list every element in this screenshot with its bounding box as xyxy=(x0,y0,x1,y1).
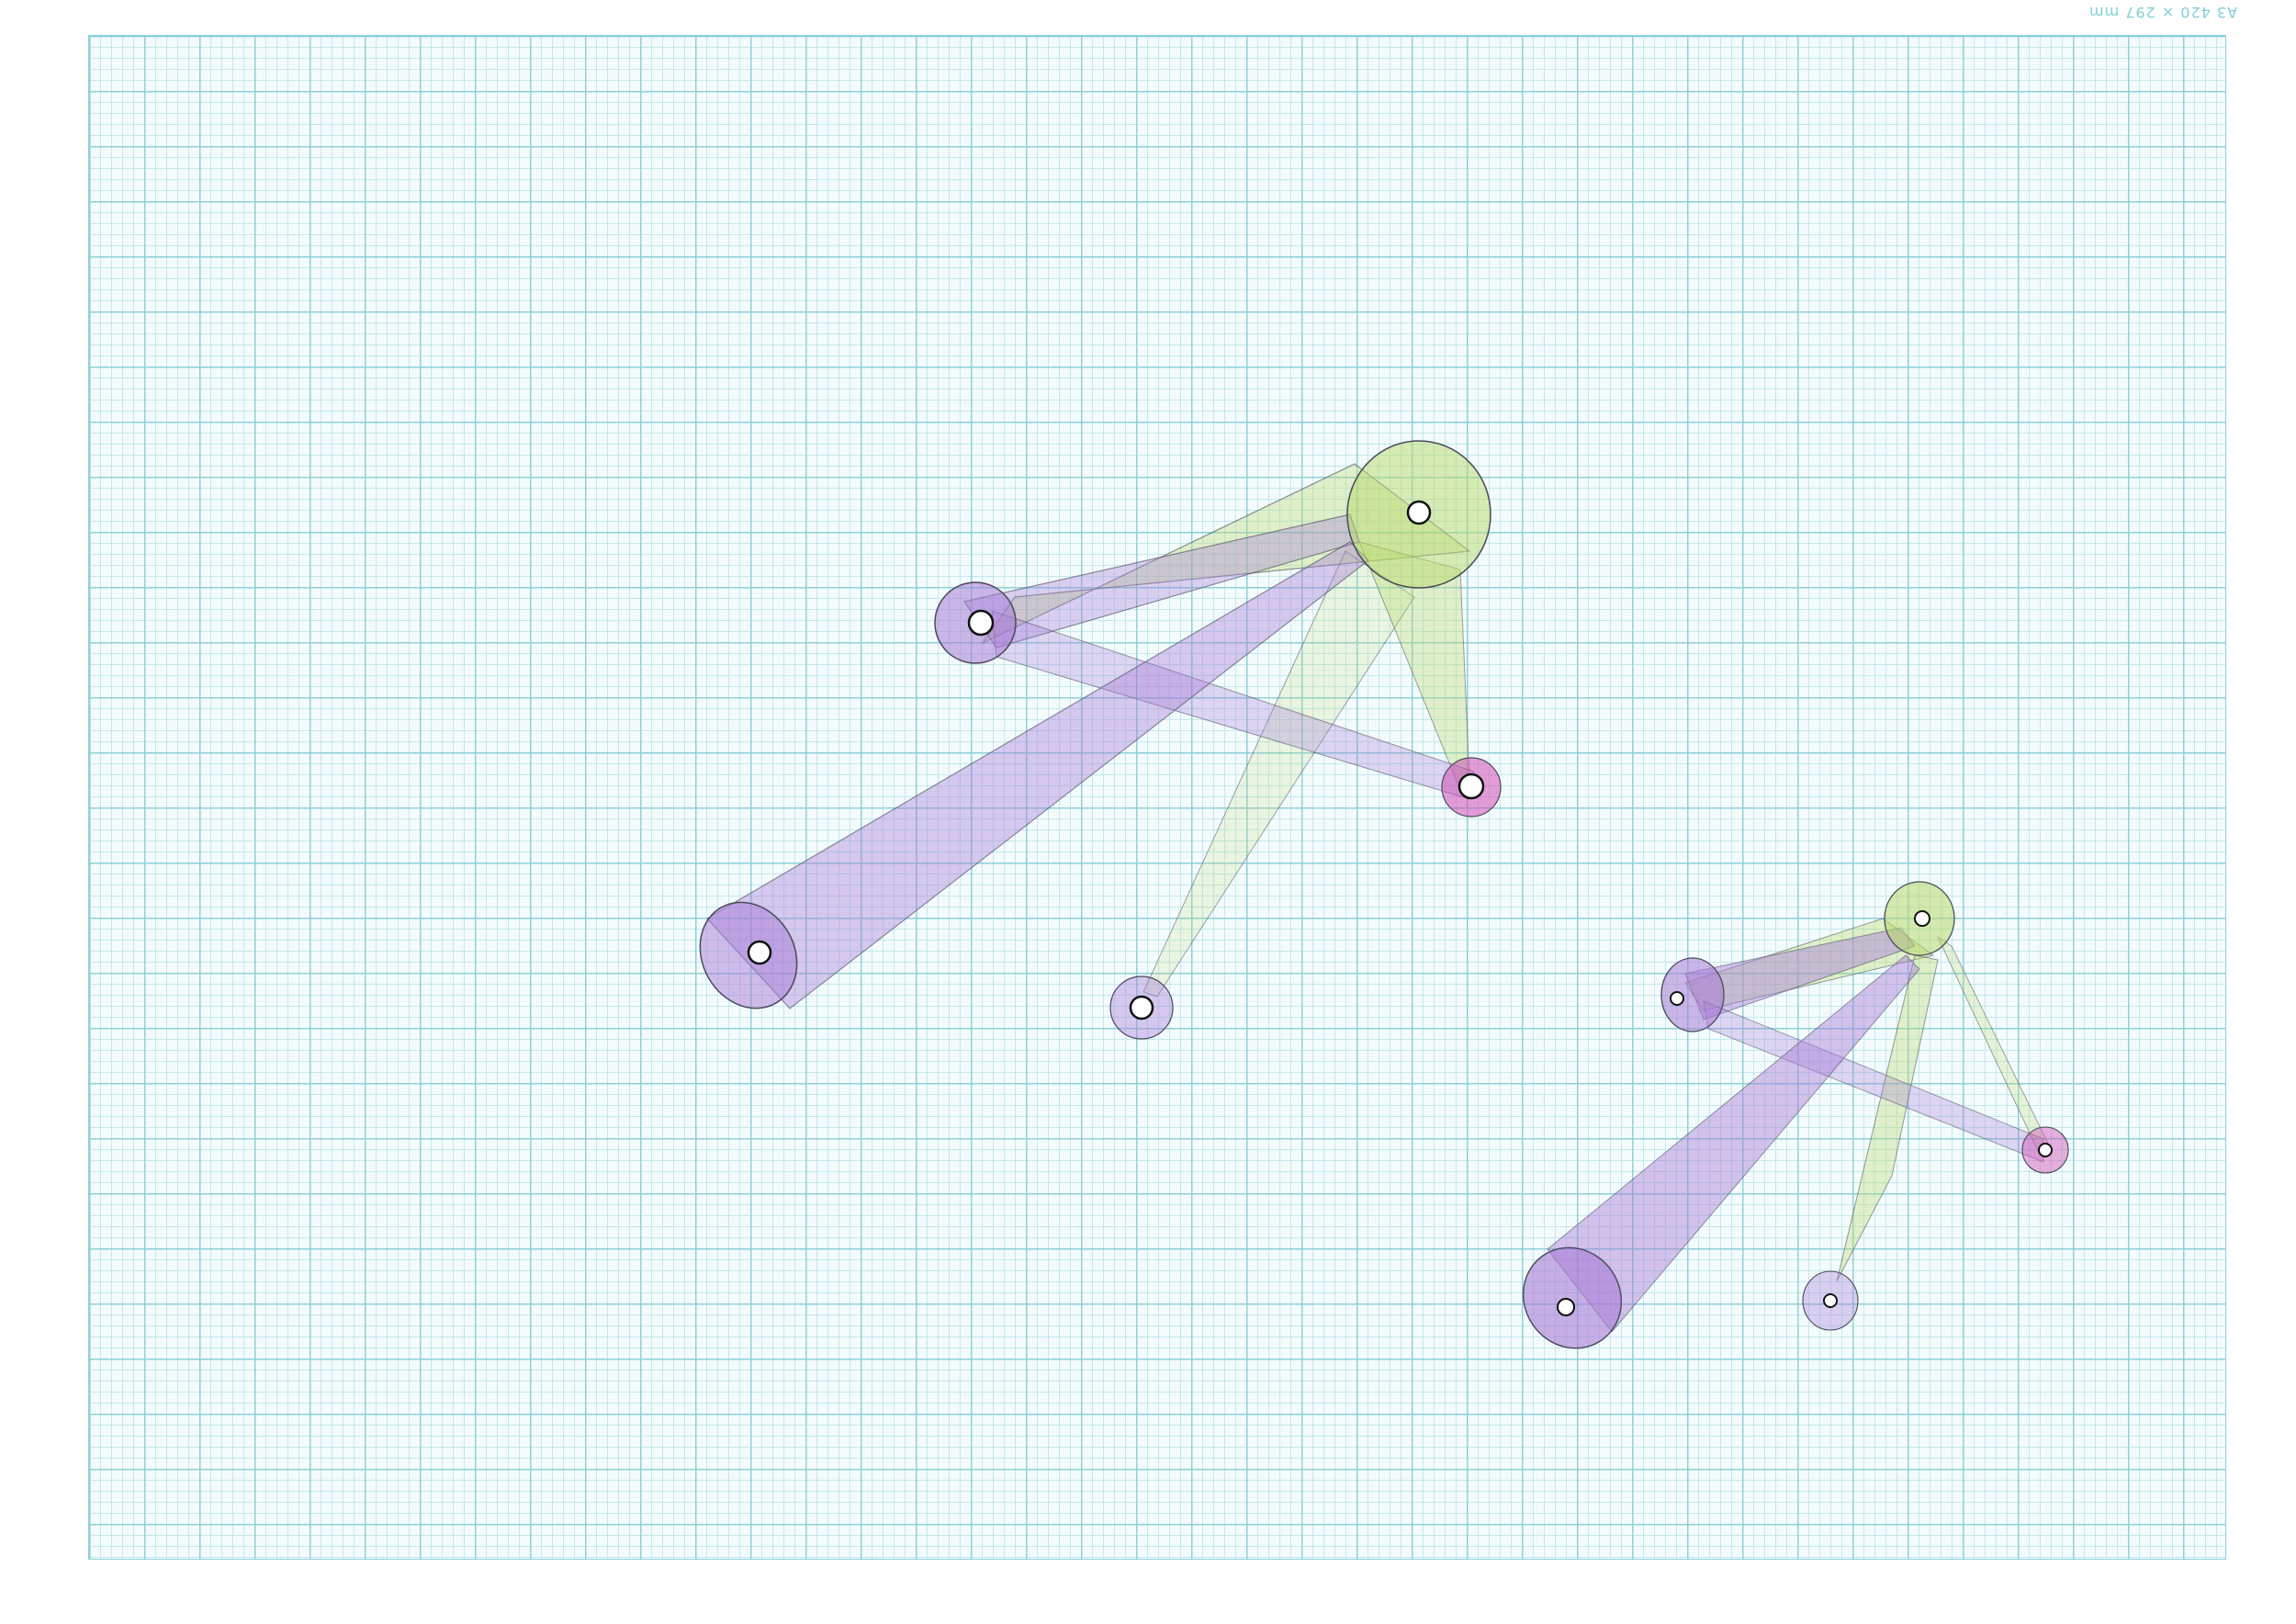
large-bottom-left-node xyxy=(747,940,772,965)
graph-paper-sheet xyxy=(88,35,2226,1560)
small-purple-band-to-bottom-left-node xyxy=(1547,954,1920,1333)
large-right-node xyxy=(1458,773,1485,800)
large-bottom-node xyxy=(1129,995,1154,1021)
large-figure xyxy=(699,440,1502,1040)
small-figure xyxy=(1522,881,2069,1349)
small-bottom-left-node-halo xyxy=(1522,1246,1623,1349)
small-bottom-left-node xyxy=(1557,1298,1575,1316)
small-top-node xyxy=(1914,910,1930,927)
small-bottom-node xyxy=(1823,1293,1838,1308)
small-green-band-to-bottom-node xyxy=(1836,954,1939,1282)
small-right-node xyxy=(2038,1143,2053,1157)
large-left-node xyxy=(967,609,995,637)
large-top-node xyxy=(1406,500,1432,525)
small-left-node-halo xyxy=(1660,957,1725,1032)
small-left-node xyxy=(1670,991,1684,1006)
